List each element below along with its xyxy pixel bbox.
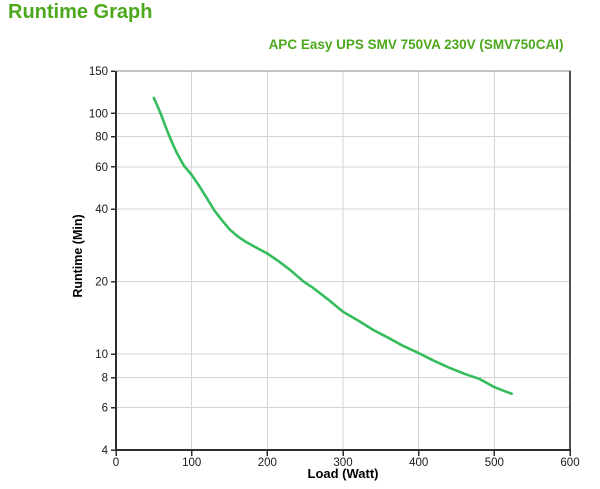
x-tick-label-100: 100 [182, 457, 201, 469]
x-tick-label-0: 0 [113, 457, 119, 469]
x-tick-label-300: 300 [333, 457, 352, 469]
runtime-curve [152, 96, 513, 395]
y-tick-label-80: 80 [95, 132, 108, 144]
y-tick-label-8: 8 [102, 373, 108, 385]
page-title: Runtime Graph [8, 1, 153, 23]
chart-title: APC Easy UPS SMV 750VA 230V (SMV750CAI) [268, 37, 564, 52]
x-tick-label-600: 600 [560, 457, 579, 469]
y-tick-label-60: 60 [95, 162, 108, 174]
y-tick-label-20: 20 [95, 277, 108, 289]
y-tick-label-4: 4 [102, 445, 109, 457]
y-tick-label-150: 150 [89, 66, 108, 78]
y-tick-label-10: 10 [95, 349, 108, 361]
x-tick-label-400: 400 [409, 457, 428, 469]
x-tick-label-500: 500 [485, 457, 504, 469]
y-tick-label-40: 40 [95, 204, 108, 216]
x-tick-label-200: 200 [258, 457, 277, 469]
y-tick-label-6: 6 [102, 403, 108, 415]
y-tick-label-100: 100 [89, 108, 108, 120]
x-axis-title: Load (Watt) [307, 466, 379, 481]
